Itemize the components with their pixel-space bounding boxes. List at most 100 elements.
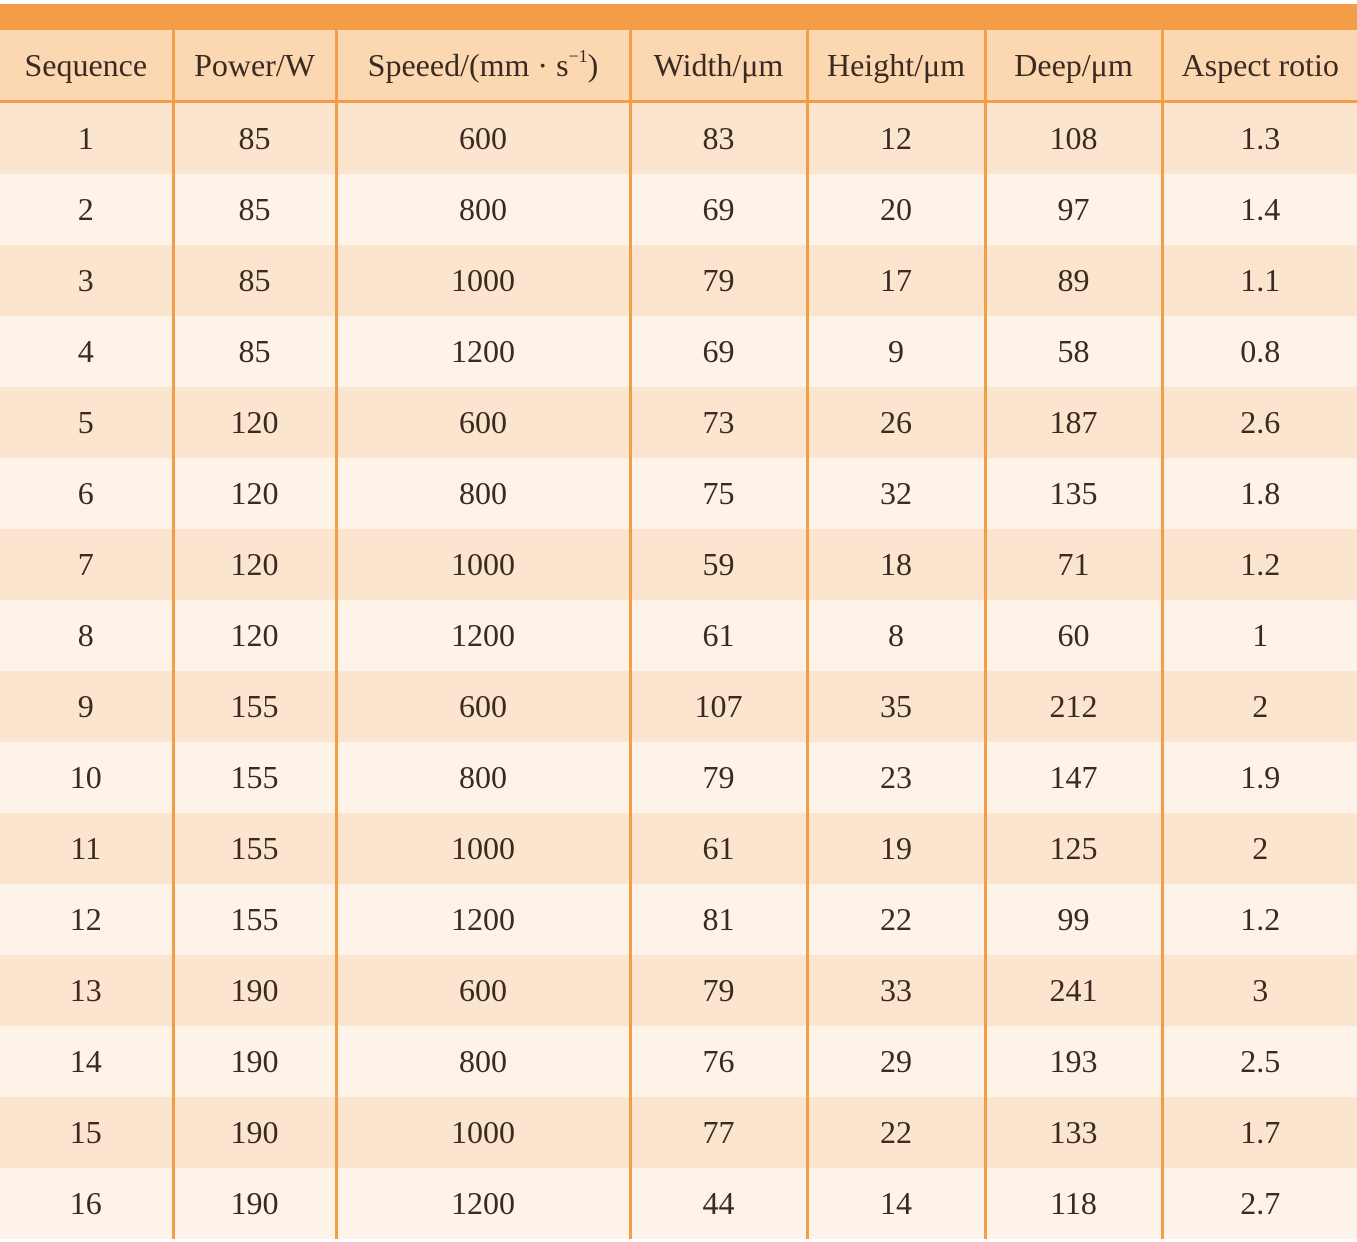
header-deep: Deep/μm xyxy=(983,30,1162,103)
cell-power: 190 xyxy=(171,1026,336,1097)
cell-deep: 99 xyxy=(983,884,1162,955)
cell-sequence: 14 xyxy=(0,1026,173,1097)
cell-deep: 97 xyxy=(983,174,1162,245)
cell-width: 44 xyxy=(628,1168,807,1239)
cell-deep: 193 xyxy=(983,1026,1162,1097)
cell-deep: 58 xyxy=(983,316,1162,387)
cell-power: 120 xyxy=(171,600,336,671)
cell-power: 190 xyxy=(171,955,336,1026)
cell-power: 120 xyxy=(171,387,336,458)
cell-height: 12 xyxy=(805,101,985,174)
cell-aspect-ratio: 1.4 xyxy=(1160,174,1357,245)
data-table-container: Sequence Power/W Speeed/(mm · s−1) Width… xyxy=(0,4,1357,1239)
header-width: Width/μm xyxy=(628,30,807,103)
cell-speed: 1000 xyxy=(334,529,630,600)
table-row: 8 120 1200 61 8 60 1 xyxy=(0,600,1357,671)
cell-deep: 212 xyxy=(983,671,1162,742)
cell-sequence: 11 xyxy=(0,813,173,884)
cell-sequence: 5 xyxy=(0,387,173,458)
table-row: 5 120 600 73 26 187 2.6 xyxy=(0,387,1357,458)
cell-deep: 89 xyxy=(983,245,1162,316)
table-row: 9 155 600 107 35 212 2 xyxy=(0,671,1357,742)
header-speed-close: ) xyxy=(587,46,599,83)
table-row: 2 85 800 69 20 97 1.4 xyxy=(0,174,1357,245)
cell-width: 61 xyxy=(628,600,807,671)
cell-aspect-ratio: 1.2 xyxy=(1160,884,1357,955)
cell-speed: 1000 xyxy=(334,813,630,884)
cell-speed: 600 xyxy=(334,955,630,1026)
cell-height: 29 xyxy=(805,1026,985,1097)
cell-deep: 60 xyxy=(983,600,1162,671)
table-row: 13 190 600 79 33 241 3 xyxy=(0,955,1357,1026)
cell-aspect-ratio: 1.8 xyxy=(1160,458,1357,529)
cell-width: 79 xyxy=(628,955,807,1026)
cell-power: 155 xyxy=(171,742,336,813)
cell-width: 59 xyxy=(628,529,807,600)
cell-power: 85 xyxy=(171,174,336,245)
cell-width: 75 xyxy=(628,458,807,529)
table-row: 14 190 800 76 29 193 2.5 xyxy=(0,1026,1357,1097)
cell-width: 81 xyxy=(628,884,807,955)
table-row: 1 85 600 83 12 108 1.3 xyxy=(0,101,1357,174)
cell-height: 9 xyxy=(805,316,985,387)
cell-width: 83 xyxy=(628,101,807,174)
cell-speed: 800 xyxy=(334,1026,630,1097)
cell-speed: 1000 xyxy=(334,245,630,316)
cell-deep: 118 xyxy=(983,1168,1162,1239)
cell-deep: 108 xyxy=(983,101,1162,174)
cell-width: 73 xyxy=(628,387,807,458)
cell-speed: 800 xyxy=(334,742,630,813)
cell-width: 69 xyxy=(628,316,807,387)
cell-height: 14 xyxy=(805,1168,985,1239)
cell-width: 69 xyxy=(628,174,807,245)
cell-power: 190 xyxy=(171,1168,336,1239)
cell-speed: 1200 xyxy=(334,316,630,387)
header-speed-label: Speeed/(mm · s xyxy=(367,46,569,83)
cell-height: 8 xyxy=(805,600,985,671)
cell-power: 155 xyxy=(171,884,336,955)
table-header-row: Sequence Power/W Speeed/(mm · s−1) Width… xyxy=(0,30,1357,103)
cell-height: 19 xyxy=(805,813,985,884)
cell-power: 190 xyxy=(171,1097,336,1168)
cell-sequence: 2 xyxy=(0,174,173,245)
cell-height: 26 xyxy=(805,387,985,458)
data-table: Sequence Power/W Speeed/(mm · s−1) Width… xyxy=(0,30,1357,1239)
cell-sequence: 7 xyxy=(0,529,173,600)
cell-speed: 600 xyxy=(334,671,630,742)
cell-deep: 135 xyxy=(983,458,1162,529)
header-sequence: Sequence xyxy=(0,30,173,103)
table-row: 7 120 1000 59 18 71 1.2 xyxy=(0,529,1357,600)
cell-speed: 800 xyxy=(334,458,630,529)
table-row: 4 85 1200 69 9 58 0.8 xyxy=(0,316,1357,387)
cell-height: 22 xyxy=(805,1097,985,1168)
cell-aspect-ratio: 2.6 xyxy=(1160,387,1357,458)
table-row: 3 85 1000 79 17 89 1.1 xyxy=(0,245,1357,316)
cell-aspect-ratio: 2.7 xyxy=(1160,1168,1357,1239)
table-row: 15 190 1000 77 22 133 1.7 xyxy=(0,1097,1357,1168)
cell-deep: 241 xyxy=(983,955,1162,1026)
cell-height: 35 xyxy=(805,671,985,742)
table-row: 12 155 1200 81 22 99 1.2 xyxy=(0,884,1357,955)
cell-power: 155 xyxy=(171,813,336,884)
cell-speed: 600 xyxy=(334,387,630,458)
cell-speed: 1000 xyxy=(334,1097,630,1168)
table-row: 10 155 800 79 23 147 1.9 xyxy=(0,742,1357,813)
table-row: 16 190 1200 44 14 118 2.7 xyxy=(0,1168,1357,1239)
cell-height: 18 xyxy=(805,529,985,600)
cell-speed: 1200 xyxy=(334,884,630,955)
cell-deep: 147 xyxy=(983,742,1162,813)
cell-sequence: 9 xyxy=(0,671,173,742)
cell-aspect-ratio: 3 xyxy=(1160,955,1357,1026)
cell-aspect-ratio: 1.2 xyxy=(1160,529,1357,600)
cell-power: 155 xyxy=(171,671,336,742)
cell-aspect-ratio: 2.5 xyxy=(1160,1026,1357,1097)
cell-speed: 800 xyxy=(334,174,630,245)
cell-deep: 187 xyxy=(983,387,1162,458)
cell-sequence: 13 xyxy=(0,955,173,1026)
cell-aspect-ratio: 1.7 xyxy=(1160,1097,1357,1168)
cell-height: 33 xyxy=(805,955,985,1026)
cell-aspect-ratio: 1.1 xyxy=(1160,245,1357,316)
cell-aspect-ratio: 1.3 xyxy=(1160,101,1357,174)
cell-sequence: 12 xyxy=(0,884,173,955)
cell-width: 79 xyxy=(628,742,807,813)
